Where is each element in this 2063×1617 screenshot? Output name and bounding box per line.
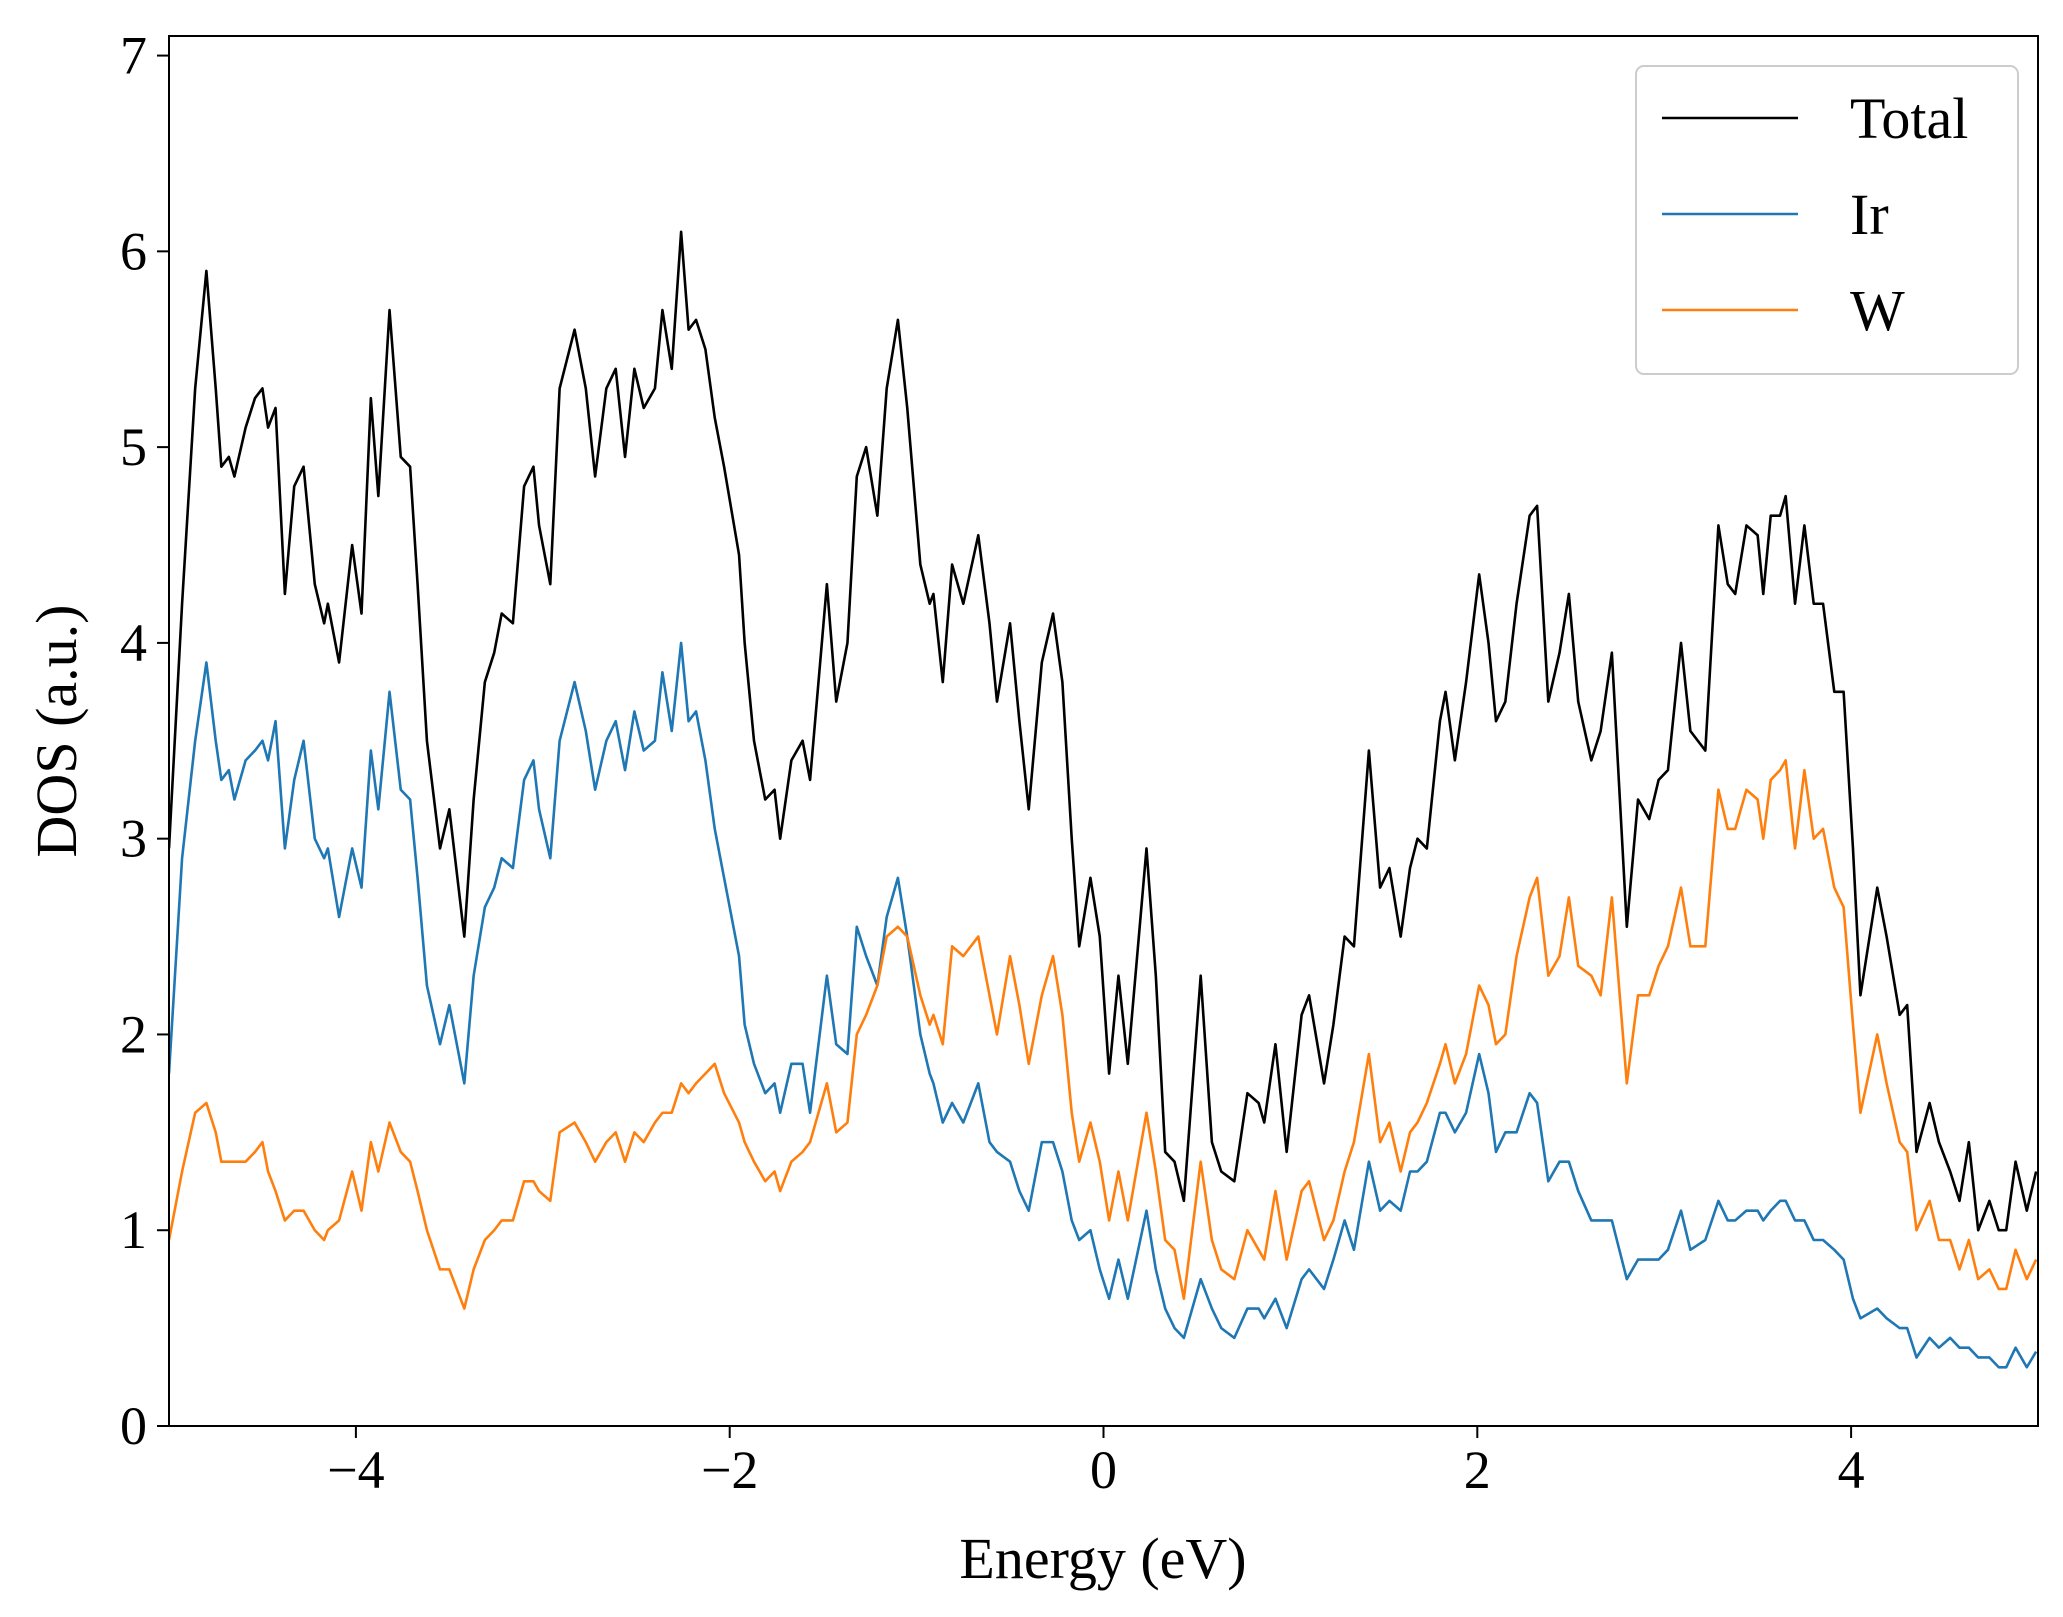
x-tick-label: 4 (1838, 1440, 1865, 1500)
y-tick-label: 3 (120, 809, 147, 869)
plot-frame (168, 35, 2039, 1427)
y-tick-label: 5 (120, 417, 147, 477)
x-tick-label: 0 (1090, 1440, 1117, 1500)
legend-label: Total (1850, 86, 1968, 151)
legend: Total Ir W (1635, 65, 2019, 375)
y-tick-label: 1 (120, 1200, 147, 1260)
y-tick-label: 0 (120, 1396, 147, 1456)
y-axis-label: DOS (a.u.) (24, 605, 89, 858)
y-tick-label: 2 (120, 1004, 147, 1064)
y-tick-label: 4 (120, 613, 147, 673)
legend-label: W (1850, 278, 1905, 343)
series-line (169, 641, 2038, 1369)
y-tick-label: 7 (120, 26, 147, 86)
y-tick-label: 6 (120, 221, 147, 281)
series-line (169, 759, 2038, 1310)
x-axis-label: Energy (eV) (959, 1526, 1246, 1591)
series-line (169, 230, 2038, 1232)
legend-box (1635, 65, 2019, 375)
x-tick-label: −4 (327, 1440, 384, 1500)
x-tick-label: −2 (701, 1440, 758, 1500)
x-tick-label: 2 (1464, 1440, 1491, 1500)
legend-label: Ir (1850, 182, 1889, 247)
